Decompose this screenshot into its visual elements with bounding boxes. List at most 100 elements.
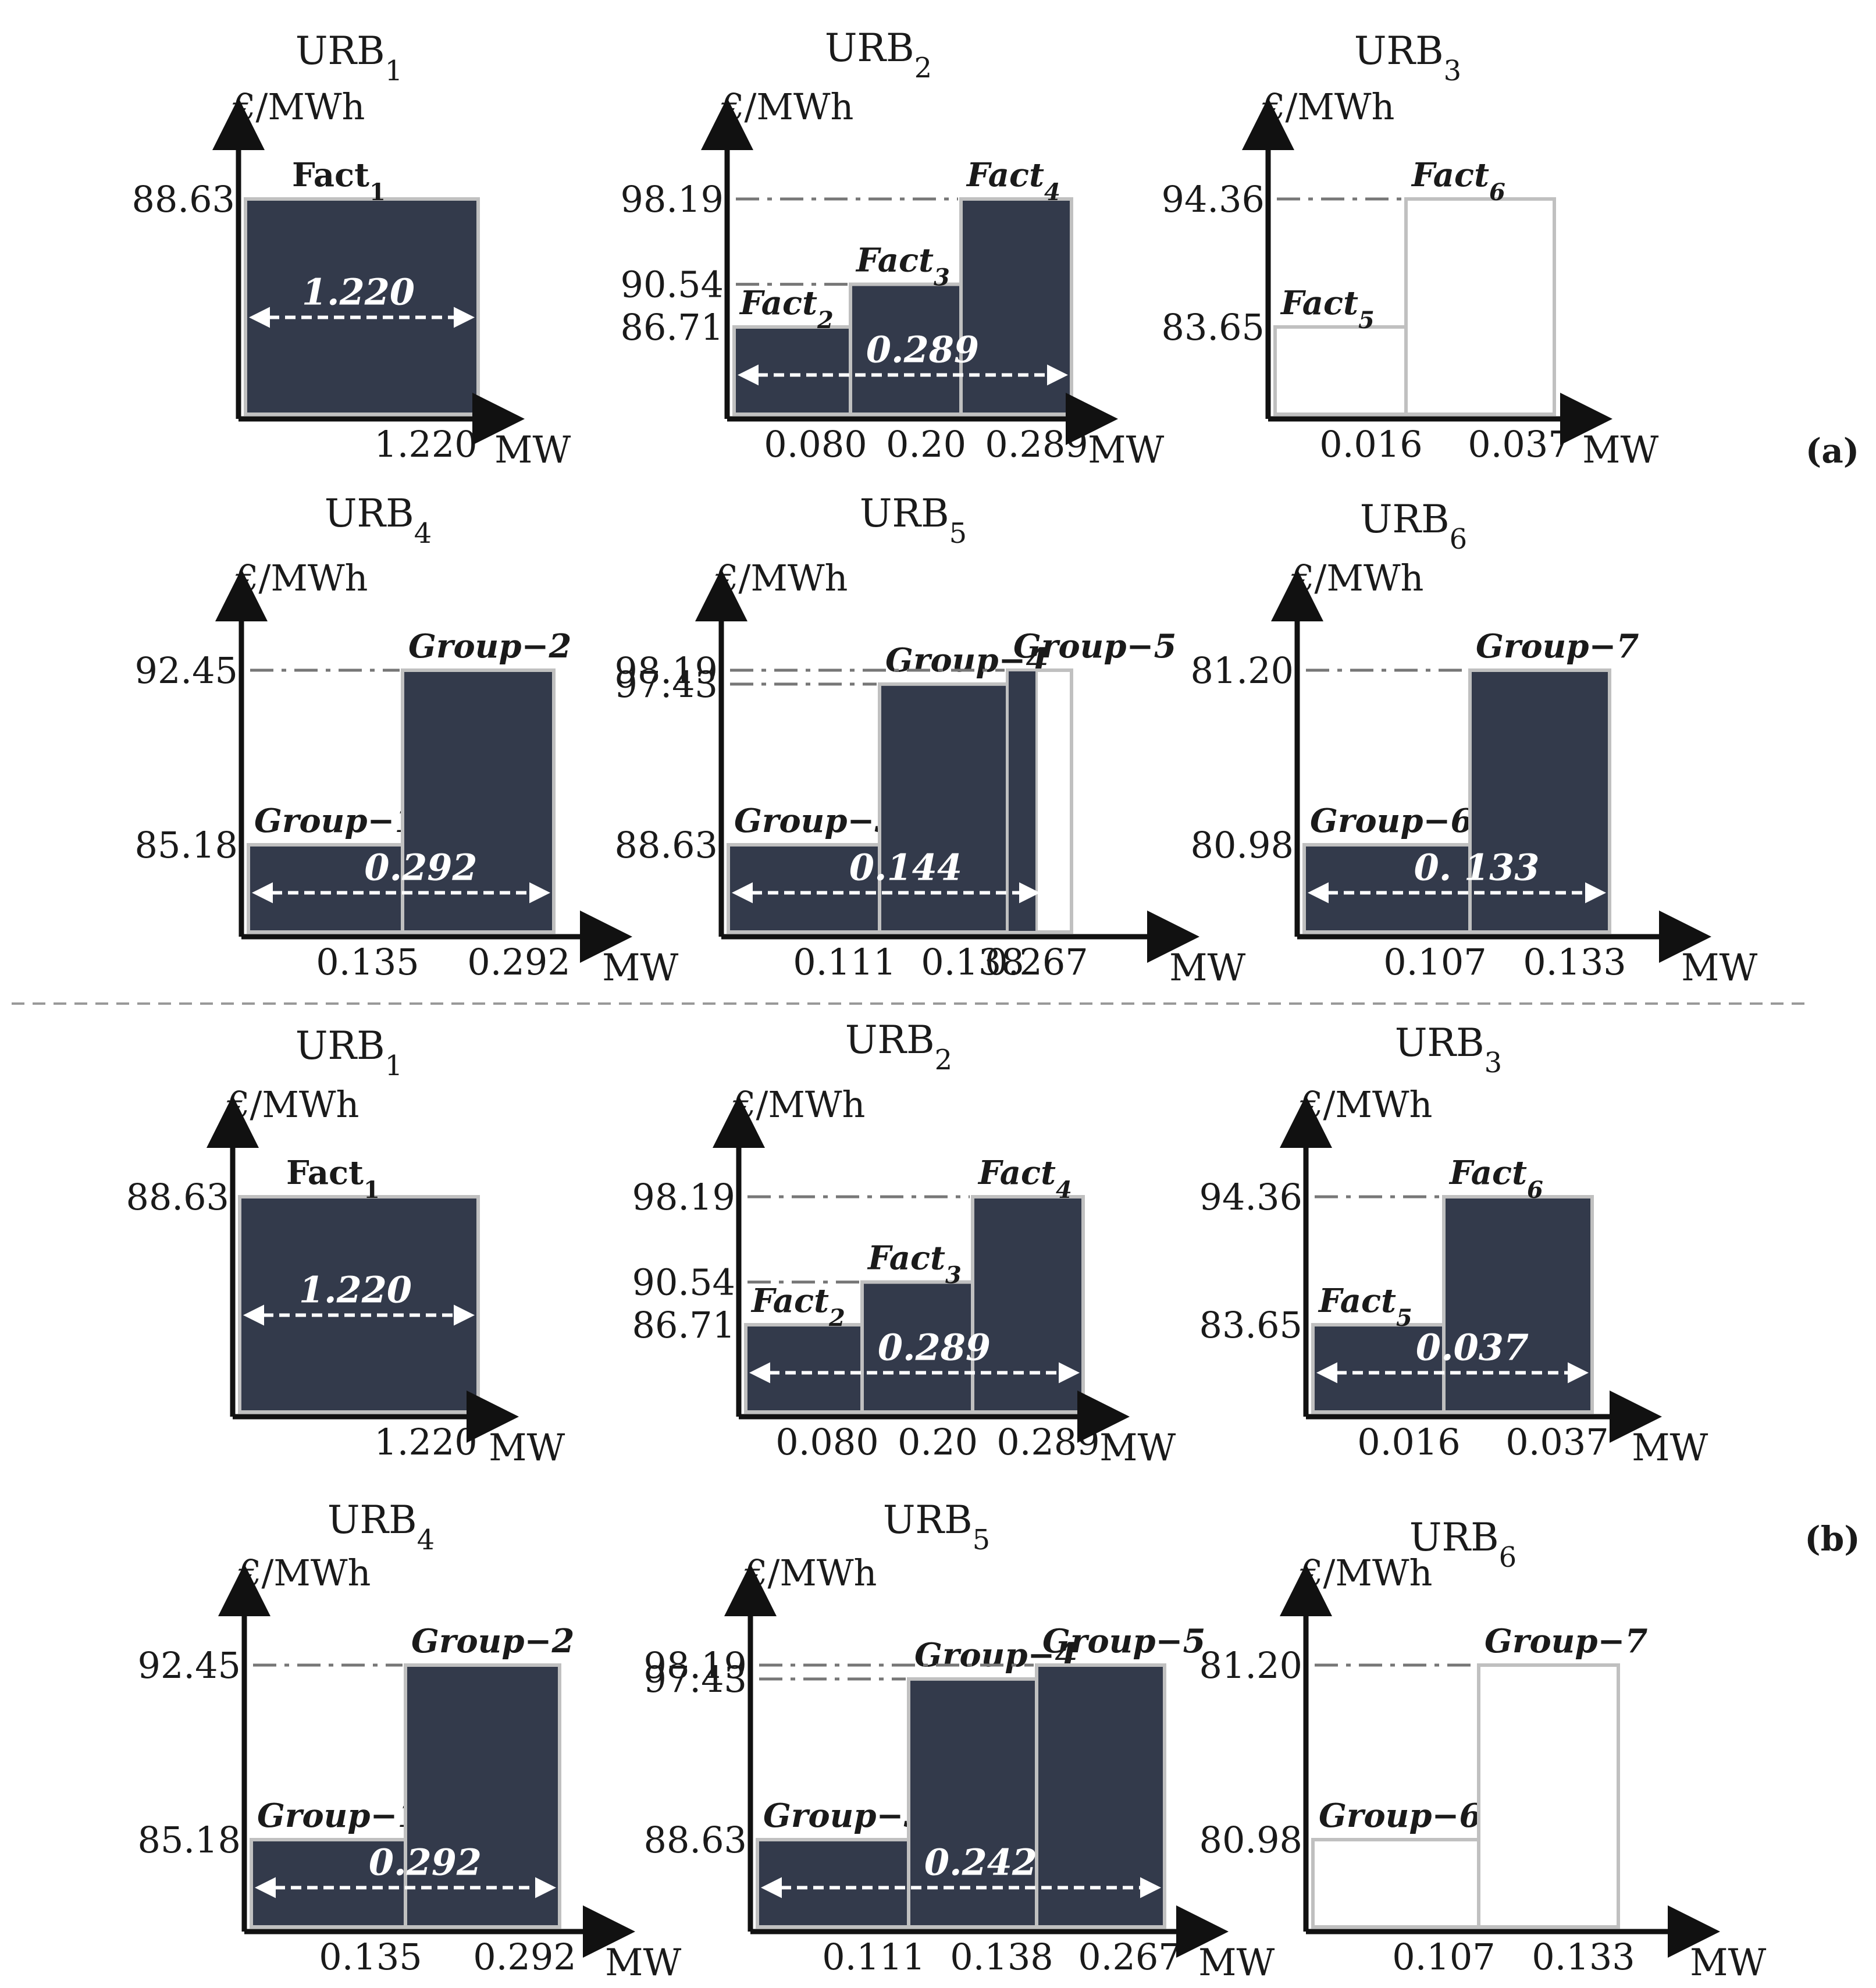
chart-urb-4-a: URB4 €/MWh Group−1 Group−2 92.45 85.18 0.135 0.… <box>135 491 679 990</box>
x-tick-label: 0.267 <box>985 941 1088 983</box>
chart-urb-5-a: URB5€/MWhGroup−3Group−4Group−598.1997.43… <box>615 491 1246 990</box>
x-tick-label: 0.037 <box>1468 423 1571 465</box>
chart-title: URB5 <box>883 1498 990 1556</box>
width-label: 0.289 <box>866 329 979 371</box>
bar <box>1404 197 1556 416</box>
y-tick-label: 90.54 <box>621 264 724 306</box>
chart-title: URB3 <box>1395 1020 1502 1079</box>
y-tick-label: 98.19 <box>615 649 718 692</box>
x-unit-label: MW <box>1681 947 1758 990</box>
x-tick-label: 0.289 <box>996 1421 1100 1463</box>
bar-label: Group−7 <box>1485 1622 1647 1660</box>
bar-label: Group−7 <box>1476 627 1639 666</box>
bar-label: Group−2 <box>411 1622 574 1660</box>
chart-title: URB2 <box>845 1018 952 1076</box>
y-unit-label: €/MWh <box>715 557 848 599</box>
bar <box>907 1677 1038 1929</box>
bar <box>244 197 480 416</box>
x-tick-label: 0.037 <box>1505 1421 1609 1463</box>
chart-title: URB2 <box>825 26 932 84</box>
y-unit-label: €/MWh <box>732 1083 865 1126</box>
y-unit-label: €/MWh <box>1262 86 1394 128</box>
width-label: 0.037 <box>1416 1326 1529 1369</box>
x-tick-label: 0.20 <box>898 1421 978 1463</box>
y-tick-label: 81.20 <box>1199 1644 1303 1687</box>
y-tick-label: 80.98 <box>1199 1819 1303 1861</box>
bar-label: Group−1 <box>257 1797 420 1835</box>
x-tick-label: 0.292 <box>473 1936 576 1978</box>
chart-title: URB1 <box>296 29 403 87</box>
y-tick-label: 98.19 <box>644 1644 747 1687</box>
chart-title: URB4 <box>325 491 432 550</box>
y-unit-label: €/MWh <box>238 1552 371 1594</box>
bar <box>1477 1663 1620 1929</box>
x-tick-label: 1.220 <box>374 1421 478 1463</box>
x-unit-label: MW <box>1690 1941 1767 1985</box>
x-unit-label: MW <box>605 1941 682 1985</box>
bar <box>756 1838 910 1929</box>
chart-title: URB5 <box>860 491 967 550</box>
bar <box>860 1280 974 1414</box>
y-tick-label: 83.65 <box>1199 1304 1303 1346</box>
chart-urb-5-b: URB5€/MWhGroup−3Group−4Group−598.1997.43… <box>644 1498 1275 1985</box>
bar-label: Group−6 <box>1310 802 1473 840</box>
width-label: 1.220 <box>302 271 415 314</box>
x-tick-label: 0.111 <box>793 941 896 983</box>
x-unit-label: MW <box>1582 429 1659 472</box>
y-unit-label: €/MWh <box>1291 557 1423 599</box>
x-unit-label: MW <box>494 429 571 472</box>
x-tick-label: 0.267 <box>1078 1936 1181 1978</box>
y-unit-label: €/MWh <box>1300 1083 1432 1126</box>
y-tick-label: 80.98 <box>1191 824 1294 866</box>
x-tick-label: 0.133 <box>1523 941 1626 983</box>
x-unit-label: MW <box>1099 1427 1176 1470</box>
width-label: 0. 133 <box>1414 847 1540 889</box>
y-tick-label: 88.63 <box>132 178 236 221</box>
y-tick-label: 88.63 <box>615 824 718 866</box>
x-unit-label: MW <box>1198 1941 1275 1985</box>
y-unit-label: €/MWh <box>721 86 853 128</box>
x-tick-label: 0.135 <box>316 941 419 983</box>
y-tick-label: 97.43 <box>644 1658 747 1701</box>
panel-tag-a: (a) <box>1806 431 1859 471</box>
x-unit-label: MW <box>1088 429 1165 472</box>
chart-title: URB4 <box>328 1498 435 1556</box>
bar <box>1273 325 1408 416</box>
y-unit-label: €/MWh <box>235 557 368 599</box>
width-label: 0.292 <box>369 1841 482 1884</box>
x-tick-label: 0.135 <box>319 1936 422 1978</box>
y-tick-label: 92.45 <box>135 649 238 692</box>
bar-label: Group−1 <box>254 802 417 840</box>
x-unit-label: MW <box>602 947 679 990</box>
bar <box>959 197 1073 416</box>
bar-label: Group−5 <box>1013 627 1176 666</box>
x-tick-label: 0.133 <box>1532 1936 1635 1978</box>
y-tick-label: 97.43 <box>615 663 718 706</box>
y-tick-label: 86.71 <box>632 1304 736 1346</box>
bar <box>878 682 1009 934</box>
bar <box>732 325 852 416</box>
y-tick-label: 94.36 <box>1199 1176 1303 1218</box>
bar-label: Group−2 <box>408 627 571 666</box>
x-unit-label: MW <box>489 1427 565 1470</box>
y-tick-label: 98.19 <box>621 178 724 221</box>
y-tick-label: 85.18 <box>135 824 238 866</box>
x-tick-label: 0.138 <box>950 1936 1053 1978</box>
x-tick-label: 0.289 <box>985 423 1088 465</box>
x-unit-label: MW <box>1632 1427 1708 1470</box>
y-unit-label: €/MWh <box>744 1552 877 1594</box>
y-tick-label: 81.20 <box>1191 649 1294 692</box>
x-tick-label: 0.107 <box>1383 941 1487 983</box>
chart-title: URB6 <box>1360 497 1467 556</box>
bar <box>238 1195 480 1414</box>
chart-urb-6-a: URB6€/MWh Group−6 Group−7 81.20 80.98 0.107 0.… <box>1191 497 1758 990</box>
width-label: 1.220 <box>299 1269 412 1311</box>
x-tick-label: 0.111 <box>822 1936 925 1978</box>
bar <box>971 1195 1085 1414</box>
bar-label: Group−6 <box>1319 1797 1482 1835</box>
x-tick-label: 0.016 <box>1319 423 1423 465</box>
